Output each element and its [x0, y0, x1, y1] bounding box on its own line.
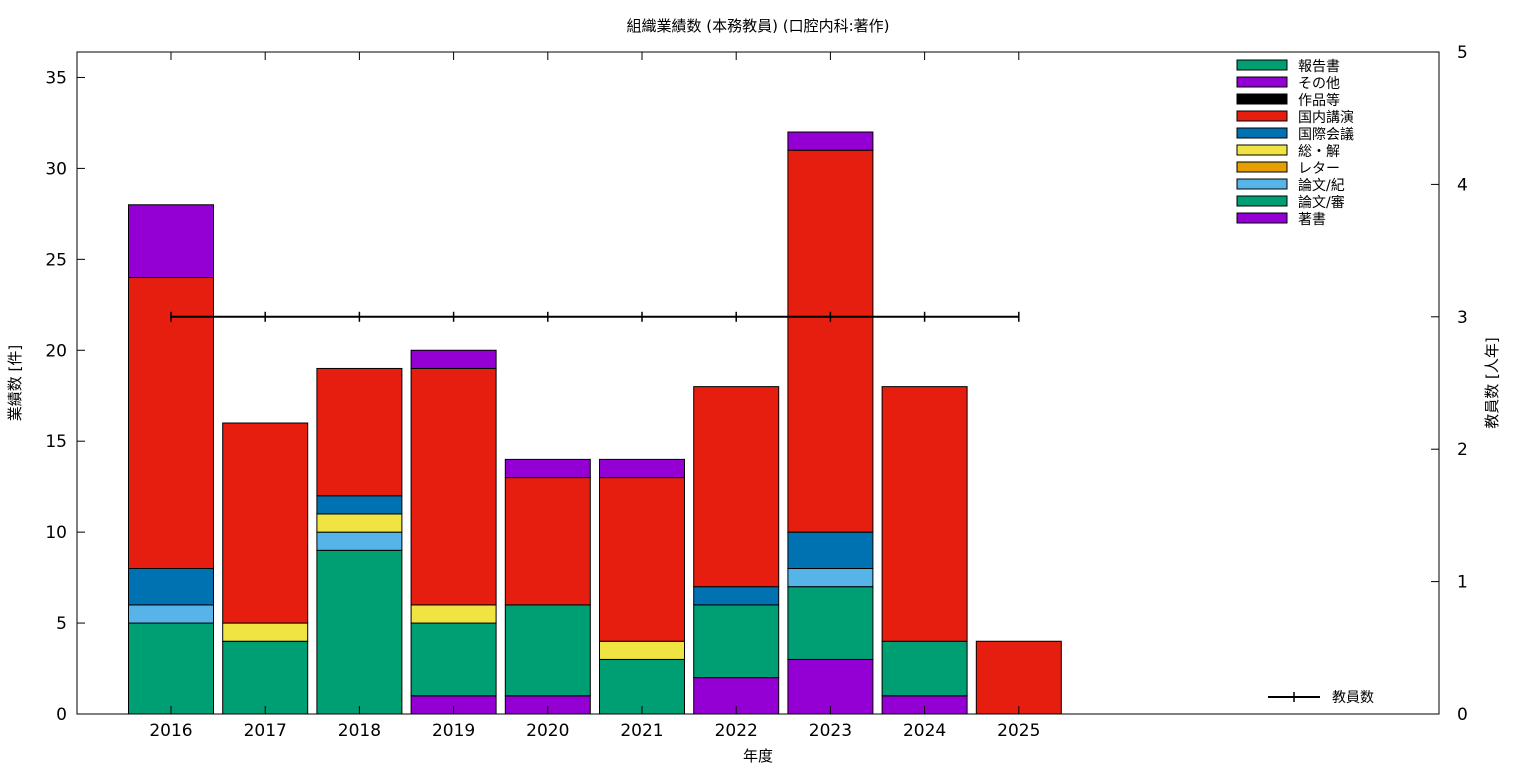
bar-segment: [410, 349, 497, 369]
bar-segment: [128, 568, 214, 606]
bar-segment: [599, 477, 685, 642]
y-tick-label: 10: [45, 523, 67, 543]
x-tick-label: 2018: [338, 721, 381, 741]
legend-label: その他: [1298, 76, 1340, 92]
x-tick-label: 2023: [809, 721, 852, 741]
y2-tick-label: 3: [1457, 308, 1468, 328]
bar-segment: [504, 604, 591, 697]
chart-title: 組織業績数 (本務教員) (口腔内科:著作): [627, 17, 890, 35]
legend-swatch: [1236, 76, 1288, 88]
bar-segment: [881, 640, 968, 697]
bar-segment: [787, 131, 874, 151]
y2-tick-label: 4: [1457, 175, 1468, 195]
y-tick-label: 15: [45, 432, 67, 452]
bars-layer: [128, 131, 1062, 715]
bar-segment: [410, 622, 497, 697]
bar-segment: [504, 458, 591, 479]
y-tick-label: 5: [56, 614, 67, 634]
bar-segment: [410, 604, 497, 624]
bar-segment: [693, 586, 780, 606]
bar-segment: [787, 658, 874, 715]
line-legend: 教員数: [1268, 690, 1374, 706]
x-tick-label: 2025: [997, 721, 1040, 741]
bar-segment: [504, 477, 591, 606]
bar-segment: [787, 531, 874, 570]
y-tick-label: 30: [45, 159, 67, 179]
bar-segment: [128, 622, 214, 715]
bar-segment: [128, 604, 214, 624]
x-tick-label: 2017: [244, 721, 287, 741]
y-axis-title: 業績数 [件]: [6, 345, 24, 421]
bar-segment: [222, 422, 309, 624]
x-tick-label: 2020: [526, 721, 569, 741]
legend-label: 総・解: [1298, 144, 1340, 160]
legend-swatch: [1236, 161, 1288, 173]
bar-segment: [787, 149, 874, 533]
bar-segment: [316, 549, 403, 715]
x-axis-title: 年度: [743, 747, 773, 765]
bar-segment: [599, 640, 685, 660]
legend-label: 著書: [1298, 212, 1326, 228]
bar-segment: [599, 458, 685, 479]
bar-segment: [693, 604, 780, 679]
x-tick-label: 2019: [432, 721, 475, 741]
line-layer: [170, 311, 1020, 322]
bar-segment: [787, 586, 874, 660]
legend-swatch: [1236, 93, 1288, 105]
legend-swatch: [1236, 144, 1288, 156]
bar-segment: [316, 531, 403, 551]
bar-segment: [881, 386, 968, 642]
x-tick-label: 2016: [149, 721, 192, 741]
legend-swatch: [1236, 178, 1288, 190]
legend-label: 報告書: [1298, 59, 1340, 75]
legend-label: 作品等: [1298, 92, 1340, 109]
y-tick-label: 35: [45, 68, 67, 88]
legend-label: 論文/審: [1298, 195, 1345, 211]
bar-segment: [128, 277, 214, 570]
y2-tick-label: 2: [1457, 440, 1468, 460]
bar-segment: [222, 640, 309, 715]
legend-swatch: [1236, 110, 1288, 122]
y-tick-label: 25: [45, 250, 67, 270]
y2-tick-label: 0: [1457, 705, 1468, 725]
bar-segment: [975, 640, 1062, 715]
x-tick-label: 2022: [715, 721, 758, 741]
bar-segment: [316, 367, 403, 497]
legend-label: 国内講演: [1298, 110, 1354, 126]
y2-tick-label: 5: [1457, 43, 1468, 63]
bar-segment: [693, 386, 780, 588]
legend-label: 論文/紀: [1298, 178, 1345, 194]
legend-swatch: [1236, 127, 1288, 139]
legend-label: レター: [1298, 161, 1340, 177]
bar-segment: [222, 622, 309, 642]
bar-segment: [128, 204, 214, 279]
bar-segment: [787, 568, 874, 588]
line-legend-label: 教員数: [1332, 690, 1374, 706]
bar-segment: [599, 658, 685, 715]
y2-tick-label: 1: [1457, 573, 1468, 593]
legend-swatch: [1236, 212, 1288, 224]
y-tick-label: 0: [56, 705, 67, 725]
y-tick-label: 20: [45, 341, 67, 361]
bar-segment: [410, 367, 497, 606]
bar-segment: [316, 513, 403, 533]
legend-swatch: [1236, 59, 1288, 71]
legend-label: 国際会議: [1298, 126, 1354, 143]
legend-swatch: [1236, 195, 1288, 207]
x-tick-label: 2021: [620, 721, 663, 741]
x-tick-label: 2024: [903, 721, 946, 741]
plot-frame: [76, 51, 1440, 715]
bar-segment: [316, 495, 403, 515]
y2-axis-title: 教員数 [人年]: [1483, 337, 1501, 428]
